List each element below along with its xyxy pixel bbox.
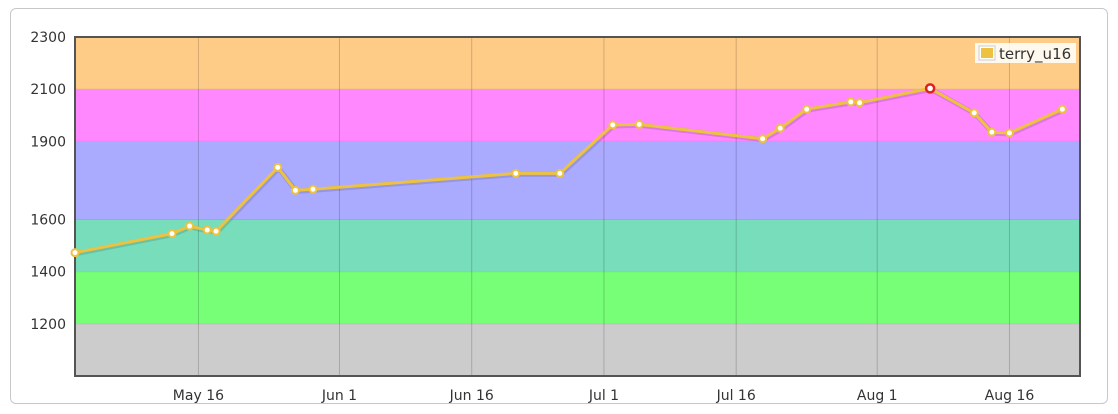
- rating-band: [75, 37, 1080, 90]
- rating-band: [75, 219, 1080, 272]
- data-point: [70, 248, 80, 258]
- data-point: [273, 162, 283, 172]
- legend-label: terry_u16: [999, 45, 1071, 64]
- y-tick-label: 1400: [30, 265, 66, 281]
- data-point: [855, 98, 865, 108]
- data-point: [1057, 104, 1067, 114]
- data-point: [758, 134, 768, 144]
- data-point: [802, 104, 812, 114]
- x-tick-label: Aug 1: [857, 388, 898, 404]
- data-point: [555, 168, 565, 178]
- series-plot: [70, 83, 1067, 258]
- legend-background: [975, 43, 1076, 63]
- data-point: [1004, 128, 1014, 138]
- data-point: [634, 119, 644, 129]
- rating-band: [75, 89, 1080, 142]
- data-point: [290, 185, 300, 195]
- y-tick-label: 1900: [30, 134, 66, 150]
- grid-lines: [75, 36, 1080, 376]
- x-tick-label: Jun 16: [449, 388, 494, 404]
- data-point: [846, 97, 856, 107]
- x-tick-label: Aug 16: [985, 388, 1035, 404]
- data-point: [608, 120, 618, 130]
- data-point: [202, 225, 212, 235]
- data-point: [185, 221, 195, 231]
- rating-bands: [75, 37, 1080, 376]
- y-tick-label: 1200: [30, 317, 66, 333]
- x-tick-label: Jul 16: [716, 388, 756, 404]
- rating-band: [75, 323, 1080, 376]
- y-tick-label: 1600: [30, 213, 66, 229]
- y-tick-label: 2100: [30, 82, 66, 98]
- y-tick-label: 2300: [30, 30, 66, 46]
- data-point: [308, 184, 318, 194]
- legend: terry_u16: [975, 43, 1076, 64]
- data-point: [511, 168, 521, 178]
- data-point: [987, 127, 997, 137]
- x-tick-label: May 16: [173, 388, 224, 404]
- axes: 1200 1400 1600 1900 2100 2300 May 16 Jun 1 Jun 1…: [30, 30, 1081, 404]
- x-tick-label: Jul 1: [588, 388, 619, 404]
- data-point: [167, 229, 177, 239]
- data-point: [969, 108, 979, 118]
- plot-border: [74, 36, 1081, 377]
- legend-swatch: [981, 48, 993, 58]
- data-point: [211, 226, 221, 236]
- x-tick-label: Jun 1: [321, 388, 357, 404]
- rating-band: [75, 271, 1080, 324]
- data-point-highlight: [924, 83, 936, 94]
- rating-band: [75, 141, 1080, 220]
- data-point: [775, 123, 785, 133]
